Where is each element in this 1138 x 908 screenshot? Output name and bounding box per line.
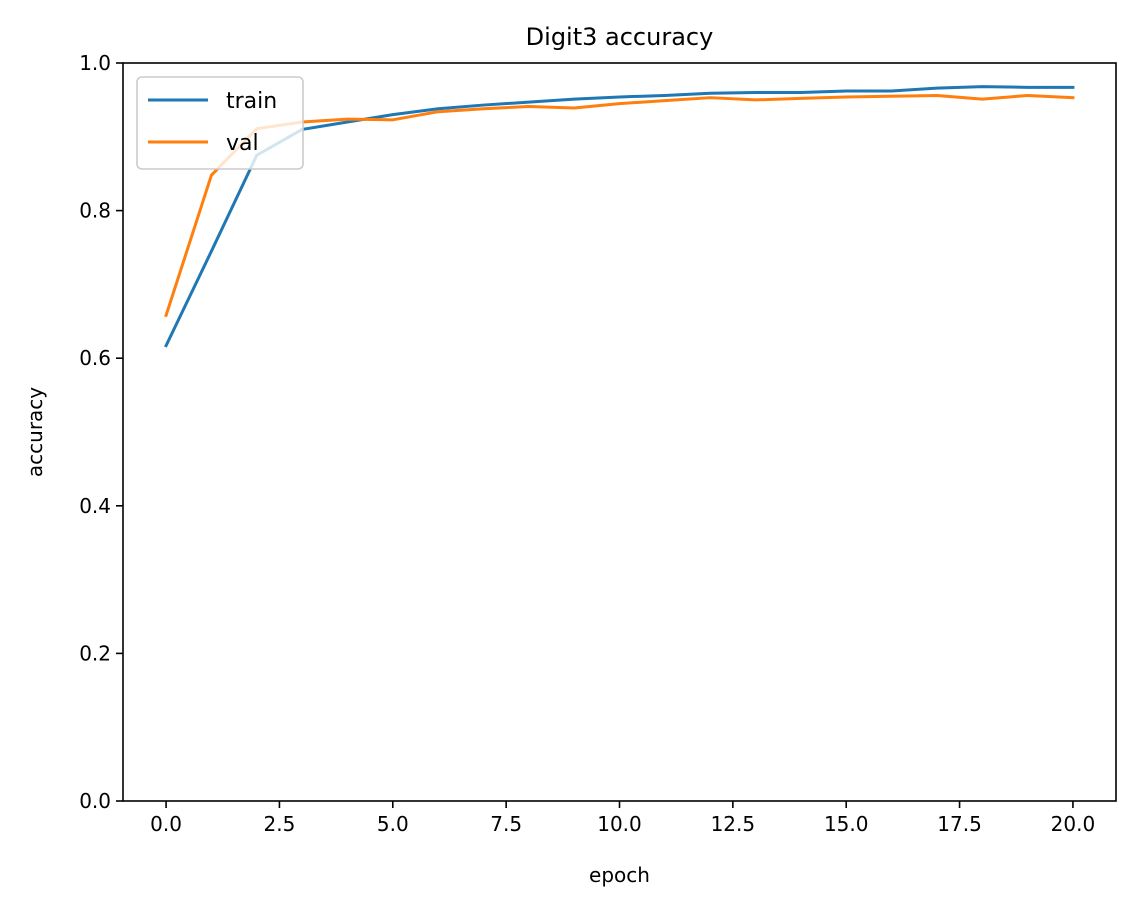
legend: train val: [136, 76, 304, 170]
series-line-train: [164, 85, 1075, 348]
x-tick-label: 0.0: [150, 812, 182, 836]
x-tick-label: 12.5: [711, 812, 756, 836]
legend-box: [136, 76, 304, 170]
x-tick-label: 5.0: [377, 812, 409, 836]
x-tick-label: 2.5: [264, 812, 296, 836]
y-tick-label: 0.6: [79, 346, 111, 370]
y-tick-label: 0.2: [79, 641, 111, 665]
x-tick-label: 17.5: [937, 812, 982, 836]
y-tick-label: 0.0: [79, 789, 111, 813]
x-axis-label: epoch: [589, 863, 650, 887]
legend-label-train: train: [226, 89, 277, 114]
axes-background: [123, 63, 1116, 801]
legend-label-val: val: [226, 131, 259, 156]
series-layer: [164, 85, 1075, 348]
x-tick-label: 7.5: [490, 812, 522, 836]
chart-title: Digit3 accuracy: [526, 23, 714, 51]
y-axis-ticks: 0.0 0.2 0.4 0.6 0.8 1.0: [79, 51, 123, 813]
x-tick-label: 10.0: [597, 812, 642, 836]
y-axis-label: accuracy: [23, 387, 47, 477]
y-tick-label: 1.0: [79, 51, 111, 75]
y-tick-label: 0.8: [79, 199, 111, 223]
plot-area: [123, 63, 1116, 801]
series-line-val: [164, 93, 1075, 318]
x-tick-label: 15.0: [824, 812, 869, 836]
y-tick-label: 0.4: [79, 494, 111, 518]
x-axis-ticks: 0.0 2.5 5.0 7.5 10.0 12.5 15.0 17.5 20.0: [150, 801, 1095, 836]
x-tick-label: 20.0: [1051, 812, 1096, 836]
